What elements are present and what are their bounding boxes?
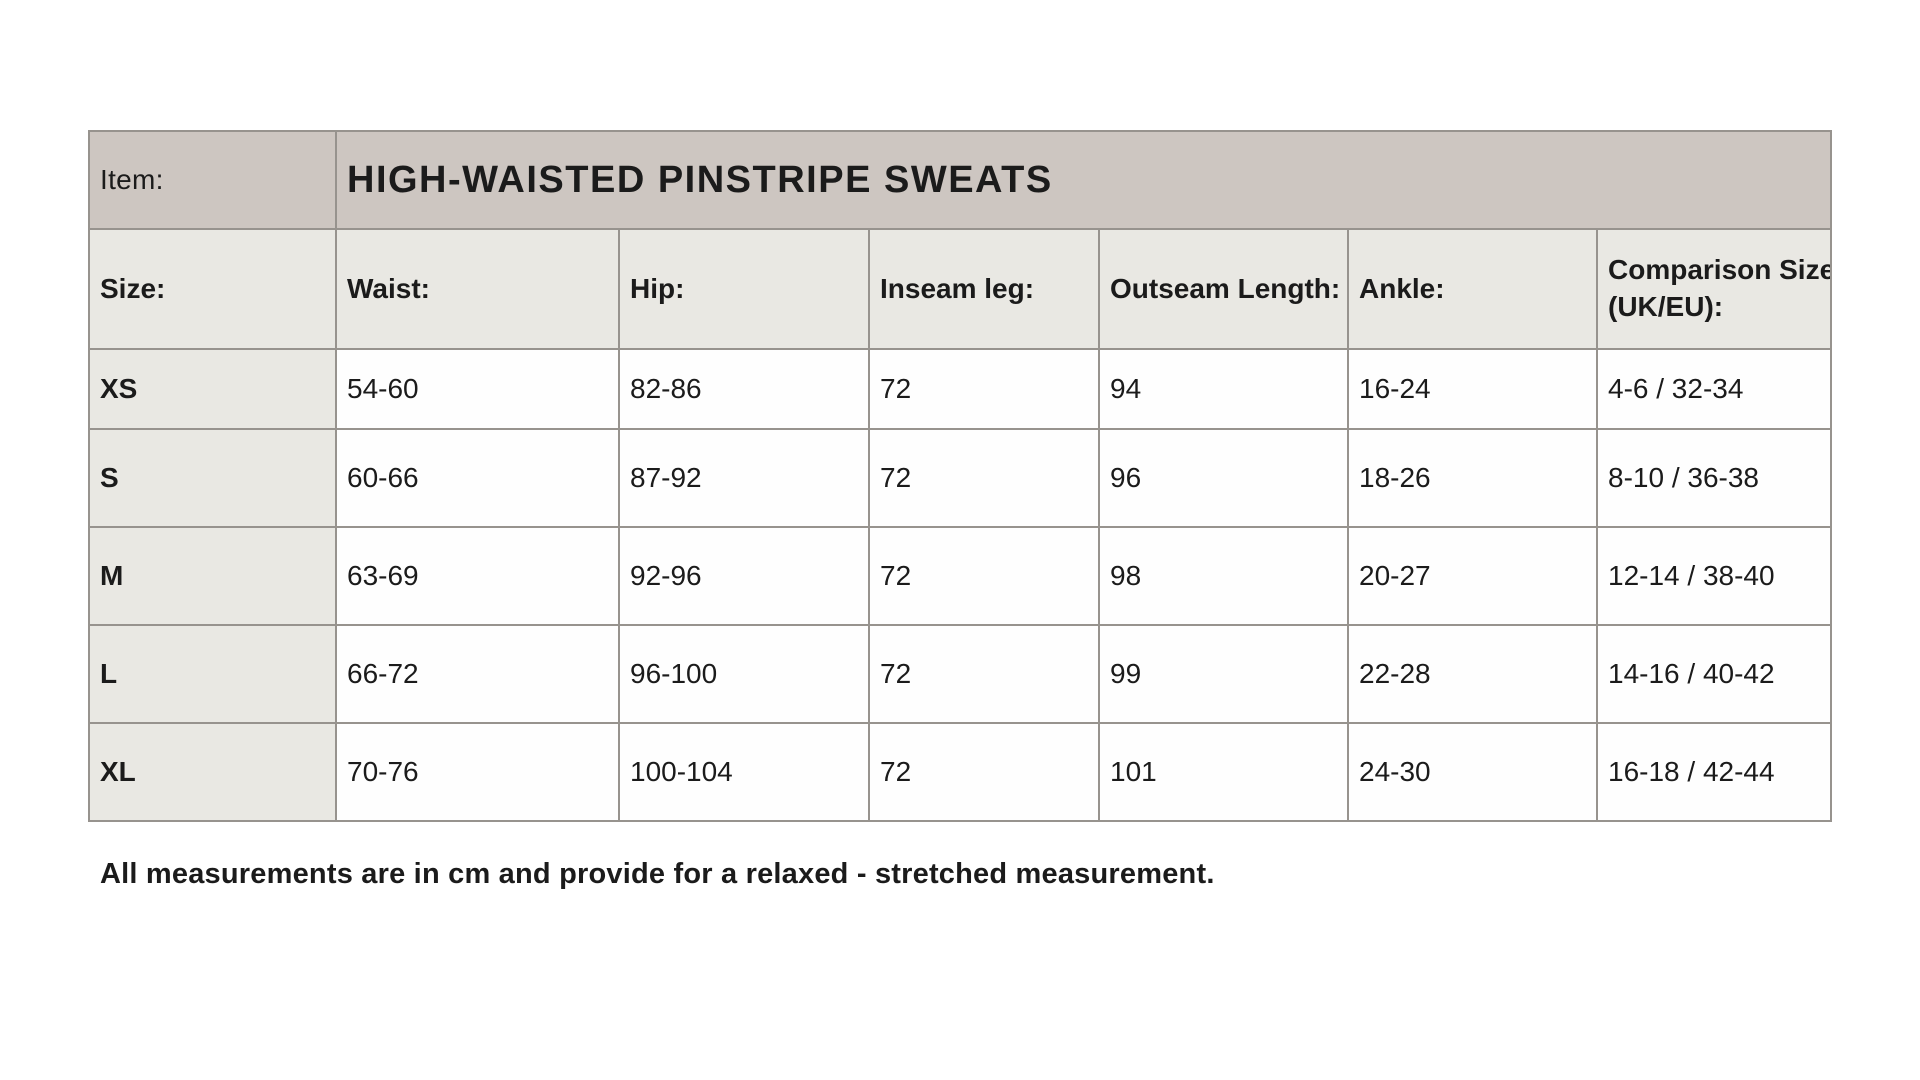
item-row: Item: HIGH-WAISTED PINSTRIPE SWEATS <box>88 130 1833 230</box>
xs-waist-cell: 54-60 <box>335 348 620 430</box>
table-row-xl: XL 70-76 100-104 72 101 24-30 16-18 / 42… <box>88 722 1833 822</box>
xl-size-cell: XL <box>88 722 337 822</box>
header-inseam-leg: Inseam leg: <box>868 228 1100 350</box>
header-ankle: Ankle: <box>1347 228 1598 350</box>
l-comparison-cell: 14-16 / 40-42 <box>1595 624 1833 724</box>
table-row-xs: XS 54-60 82-86 72 94 16-24 4-6 / 32-34 <box>88 348 1833 430</box>
xs-outseam-cell: 94 <box>1098 348 1349 430</box>
xs-inseam-cell: 72 <box>868 348 1100 430</box>
xl-hip-cell: 100-104 <box>618 722 870 822</box>
s-hip-cell: 87-92 <box>618 428 870 528</box>
xl-waist-cell: 70-76 <box>335 722 620 822</box>
m-ankle-cell: 20-27 <box>1347 526 1598 626</box>
xl-ankle-cell: 24-30 <box>1347 722 1598 822</box>
s-outseam-cell: 96 <box>1098 428 1349 528</box>
xs-comparison-cell: 4-6 / 32-34 <box>1595 348 1833 430</box>
s-size-cell: S <box>88 428 337 528</box>
l-outseam-cell: 99 <box>1098 624 1349 724</box>
measurement-footnote: All measurements are in cm and provide f… <box>100 858 1215 890</box>
xs-hip-cell: 82-86 <box>618 348 870 430</box>
header-size: Size: <box>88 228 337 350</box>
l-ankle-cell: 22-28 <box>1347 624 1598 724</box>
s-inseam-cell: 72 <box>868 428 1100 528</box>
l-waist-cell: 66-72 <box>335 624 620 724</box>
header-comparison-size-line1: Comparison Size: <box>1608 254 1832 286</box>
column-header-row: Size: Waist: Hip: Inseam leg: Outseam Le… <box>88 228 1833 350</box>
s-comparison-cell: 8-10 / 36-38 <box>1595 428 1833 528</box>
m-comparison-cell: 12-14 / 38-40 <box>1595 526 1833 626</box>
size-chart: Item: HIGH-WAISTED PINSTRIPE SWEATS Size… <box>88 130 1833 822</box>
m-outseam-cell: 98 <box>1098 526 1349 626</box>
l-hip-cell: 96-100 <box>618 624 870 724</box>
m-inseam-cell: 72 <box>868 526 1100 626</box>
s-ankle-cell: 18-26 <box>1347 428 1598 528</box>
item-label-cell: Item: <box>88 130 337 230</box>
header-outseam-length: Outseam Length: <box>1098 228 1349 350</box>
item-title-cell: HIGH-WAISTED PINSTRIPE SWEATS <box>334 130 1833 230</box>
m-size-cell: M <box>88 526 337 626</box>
header-comparison-size: Comparison Size: (UK/EU): <box>1595 228 1833 350</box>
l-inseam-cell: 72 <box>868 624 1100 724</box>
xl-comparison-cell: 16-18 / 42-44 <box>1595 722 1833 822</box>
m-waist-cell: 63-69 <box>335 526 620 626</box>
s-waist-cell: 60-66 <box>335 428 620 528</box>
xl-inseam-cell: 72 <box>868 722 1100 822</box>
header-comparison-size-line2: (UK/EU): <box>1608 291 1724 322</box>
header-waist: Waist: <box>335 228 620 350</box>
table-row-m: M 63-69 92-96 72 98 20-27 12-14 / 38-40 <box>88 526 1833 626</box>
l-size-cell: L <box>88 624 337 724</box>
table-row-s: S 60-66 87-92 72 96 18-26 8-10 / 36-38 <box>88 428 1833 528</box>
xl-outseam-cell: 101 <box>1098 722 1349 822</box>
header-hip: Hip: <box>618 228 870 350</box>
xs-size-cell: XS <box>88 348 337 430</box>
table-row-l: L 66-72 96-100 72 99 22-28 14-16 / 40-42 <box>88 624 1833 724</box>
size-chart-table: Item: HIGH-WAISTED PINSTRIPE SWEATS Size… <box>88 130 1833 822</box>
m-hip-cell: 92-96 <box>618 526 870 626</box>
item-title: HIGH-WAISTED PINSTRIPE SWEATS <box>347 158 1053 201</box>
item-label: Item: <box>100 164 164 195</box>
xs-ankle-cell: 16-24 <box>1347 348 1598 430</box>
